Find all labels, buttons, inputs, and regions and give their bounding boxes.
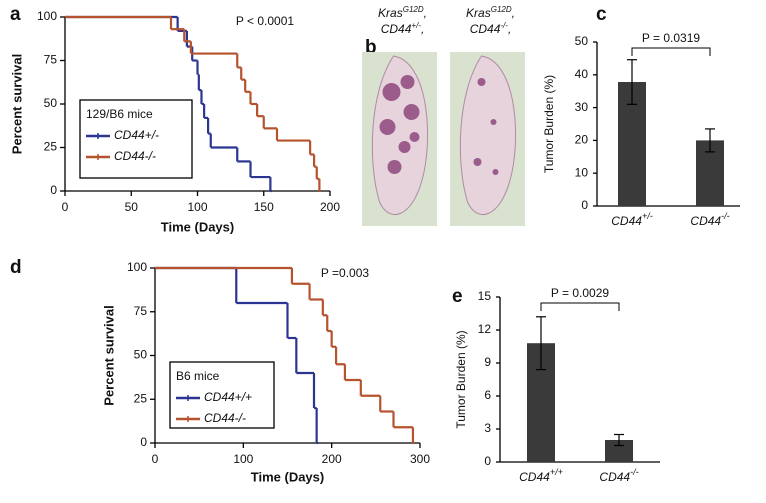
x-tick-label: 100 (233, 452, 253, 466)
text-part: , (424, 6, 427, 20)
panel-letter: e (452, 286, 463, 307)
x-tick-label: 150 (254, 200, 274, 214)
x-tick-label: CD44+/+ (519, 467, 563, 484)
x-tick-label: 100 (187, 200, 207, 214)
x-tick-label: 200 (320, 200, 340, 214)
tumor (409, 132, 420, 142)
y-tick-label: 25 (134, 391, 148, 405)
y-tick-label: 100 (37, 9, 57, 23)
superscript: G12D (491, 5, 512, 14)
panel-letter: c (596, 4, 607, 25)
x-tick-label: 0 (62, 200, 69, 214)
tumor (387, 160, 402, 174)
superscript: +/+ (550, 467, 563, 477)
tumor (400, 75, 415, 89)
superscript: +/- (642, 211, 653, 221)
image-label: CD44-/-, (470, 21, 512, 37)
superscript: -/- (721, 211, 730, 221)
tumor (403, 104, 420, 120)
bar (605, 440, 633, 462)
text-part: Kras (466, 6, 491, 20)
x-tick-label: 300 (410, 452, 430, 466)
y-axis-label: Percent survival (9, 54, 24, 154)
image-label: CD44+/-, (381, 21, 425, 37)
y-tick-label: 20 (575, 133, 589, 147)
y-tick-label: 50 (134, 348, 148, 362)
tumor (398, 141, 411, 153)
text-part: , (508, 22, 511, 36)
legend-title: 129/B6 mice (86, 107, 153, 121)
image-label: KrasG12D, (466, 5, 515, 21)
tumor (490, 119, 497, 125)
text-part: CD44 (611, 214, 642, 228)
text-part: CD44 (381, 22, 412, 36)
legend-label: CD44-/- (204, 411, 246, 425)
y-tick-label: 0 (140, 435, 147, 449)
y-tick-label: 100 (127, 260, 147, 274)
x-tick-label: CD44-/- (599, 467, 638, 484)
image-label: KrasG12D, (378, 5, 427, 21)
text-part: CD44 (599, 470, 630, 484)
lung-section (459, 55, 517, 216)
panel-letter: b (365, 37, 377, 58)
y-tick-label: 40 (575, 67, 589, 81)
superscript: -/- (630, 467, 639, 477)
x-tick-label: 200 (322, 452, 342, 466)
y-tick-label: 9 (484, 355, 491, 369)
x-tick-label: CD44-/- (690, 211, 729, 228)
y-axis-label: Tumor Burden (%) (542, 75, 556, 173)
panel-letter: d (10, 257, 22, 278)
text-part: CD44 (470, 22, 501, 36)
y-tick-label: 30 (575, 100, 589, 114)
x-axis-label: Time (Days) (251, 469, 324, 484)
tumor (379, 119, 396, 135)
y-axis-label: Percent survival (101, 305, 116, 405)
text-part: , (421, 22, 424, 36)
y-tick-label: 6 (484, 388, 491, 402)
y-tick-label: 75 (134, 304, 148, 318)
y-tick-label: 12 (478, 322, 492, 336)
x-tick-label: 50 (125, 200, 139, 214)
text-part: CD44 (690, 214, 721, 228)
legend-label: CD44-/- (114, 149, 156, 163)
x-tick-label: 0 (152, 452, 159, 466)
significance-bracket (631, 47, 711, 56)
y-tick-label: 50 (44, 96, 58, 110)
y-tick-label: 0 (50, 183, 57, 197)
tumor (382, 83, 401, 101)
legend-title: B6 mice (176, 369, 220, 383)
p-value: P = 0.0319 (642, 31, 700, 45)
text-part: , (512, 6, 515, 20)
y-tick-label: 10 (575, 165, 589, 179)
superscript: -/- (500, 21, 508, 30)
panel-letter: a (10, 4, 21, 25)
p-value: P < 0.0001 (236, 14, 294, 28)
legend-label: CD44+/+ (204, 390, 252, 404)
x-axis-label: Time (Days) (161, 219, 234, 234)
tumor (492, 169, 499, 175)
y-tick-label: 0 (484, 454, 491, 468)
y-axis-label: Tumor Burden (%) (454, 330, 468, 428)
y-tick-label: 25 (44, 140, 58, 154)
y-tick-label: 75 (44, 53, 58, 67)
text-part: CD44 (519, 470, 550, 484)
y-tick-label: 3 (484, 421, 491, 435)
tumor (477, 78, 486, 86)
tumor (473, 158, 482, 166)
legend-label: CD44+/- (114, 128, 159, 142)
y-tick-label: 15 (478, 289, 492, 303)
y-tick-label: 0 (581, 198, 588, 212)
significance-bracket (540, 302, 620, 311)
y-tick-label: 50 (575, 34, 589, 48)
p-value: P = 0.0029 (551, 286, 609, 300)
superscript: +/- (411, 21, 421, 30)
x-tick-label: CD44+/- (611, 211, 652, 228)
text-part: Kras (378, 6, 403, 20)
superscript: G12D (403, 5, 424, 14)
p-value: P =0.003 (321, 266, 369, 280)
